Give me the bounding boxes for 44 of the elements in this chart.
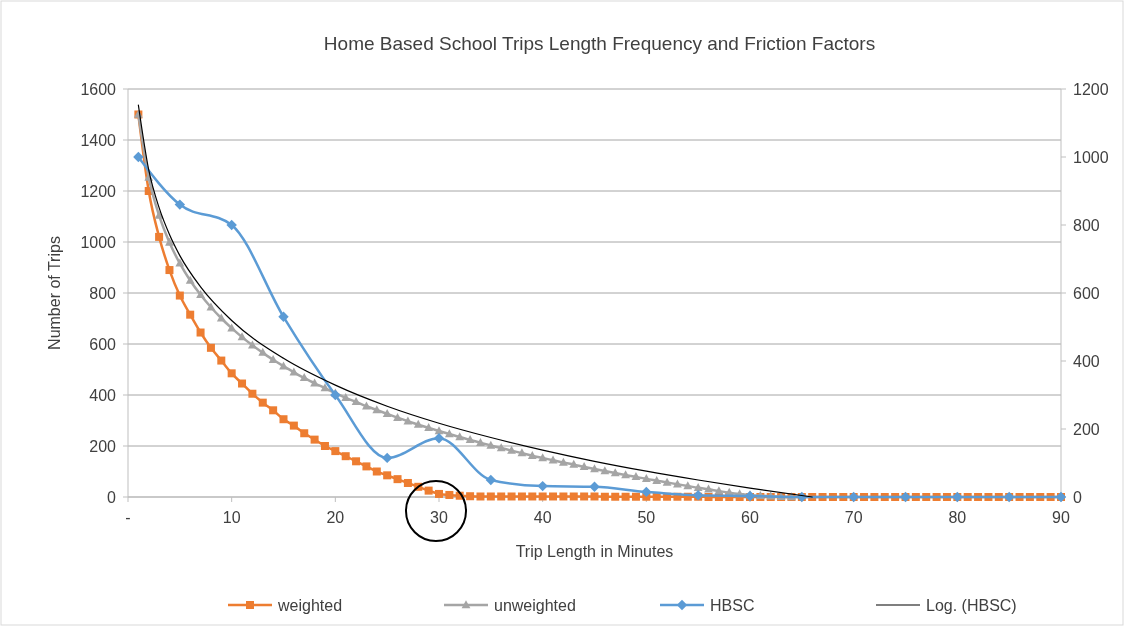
y2-tick-label: 0	[1073, 489, 1082, 506]
y-tick-label: 0	[107, 489, 117, 506]
legend-label: weighted	[277, 597, 343, 614]
x-tick-label: 70	[844, 509, 863, 526]
y-tick-label: 400	[89, 387, 117, 404]
x-tick-label: 80	[948, 509, 967, 526]
y-tick-label: 800	[89, 285, 117, 302]
y-tick-label: 1600	[80, 81, 117, 98]
point	[226, 219, 237, 231]
x-tick-label: 60	[741, 509, 759, 526]
y-tick-label: 1200	[80, 183, 117, 200]
chart-title: Home Based School Trips Length Frequency and Friction Factors	[323, 33, 876, 54]
point	[381, 452, 393, 464]
point	[330, 389, 341, 401]
x-tick-label: -	[125, 509, 131, 526]
y-tick-label: 1000	[80, 234, 117, 251]
legend-label: Log. (HBSC)	[926, 597, 1017, 614]
y2-tick-label: 400	[1073, 353, 1100, 370]
y-tick-label: 200	[89, 438, 117, 455]
legend-label: HBSC	[710, 597, 755, 614]
point	[589, 481, 600, 492]
point	[133, 151, 144, 163]
point	[641, 486, 652, 498]
x-tick-label: 90	[1052, 509, 1070, 526]
y-tick-label: 1400	[80, 132, 117, 149]
x-tick-label: 10	[222, 509, 241, 526]
y2-tick-label: 1000	[1073, 149, 1109, 166]
y2-tick-label: 800	[1073, 217, 1100, 234]
x-tick-label: 20	[326, 509, 345, 526]
point	[174, 199, 186, 210]
x-axis-title: Trip Length in Minutes	[515, 543, 674, 560]
x-tick-label: 50	[637, 509, 656, 526]
point	[278, 311, 289, 322]
x-tick-label: 30	[430, 509, 448, 526]
point	[433, 432, 445, 444]
x-tick-label: 40	[533, 509, 552, 526]
legend-label: unweighted	[494, 597, 576, 614]
y2-tick-label: 200	[1073, 421, 1100, 438]
y-tick-label: 600	[89, 336, 117, 353]
y2-tick-label: 1200	[1073, 81, 1109, 98]
point	[485, 474, 497, 486]
point	[537, 480, 548, 492]
y2-tick-label: 600	[1073, 285, 1100, 302]
y-axis-title: Number of Trips	[46, 236, 63, 350]
